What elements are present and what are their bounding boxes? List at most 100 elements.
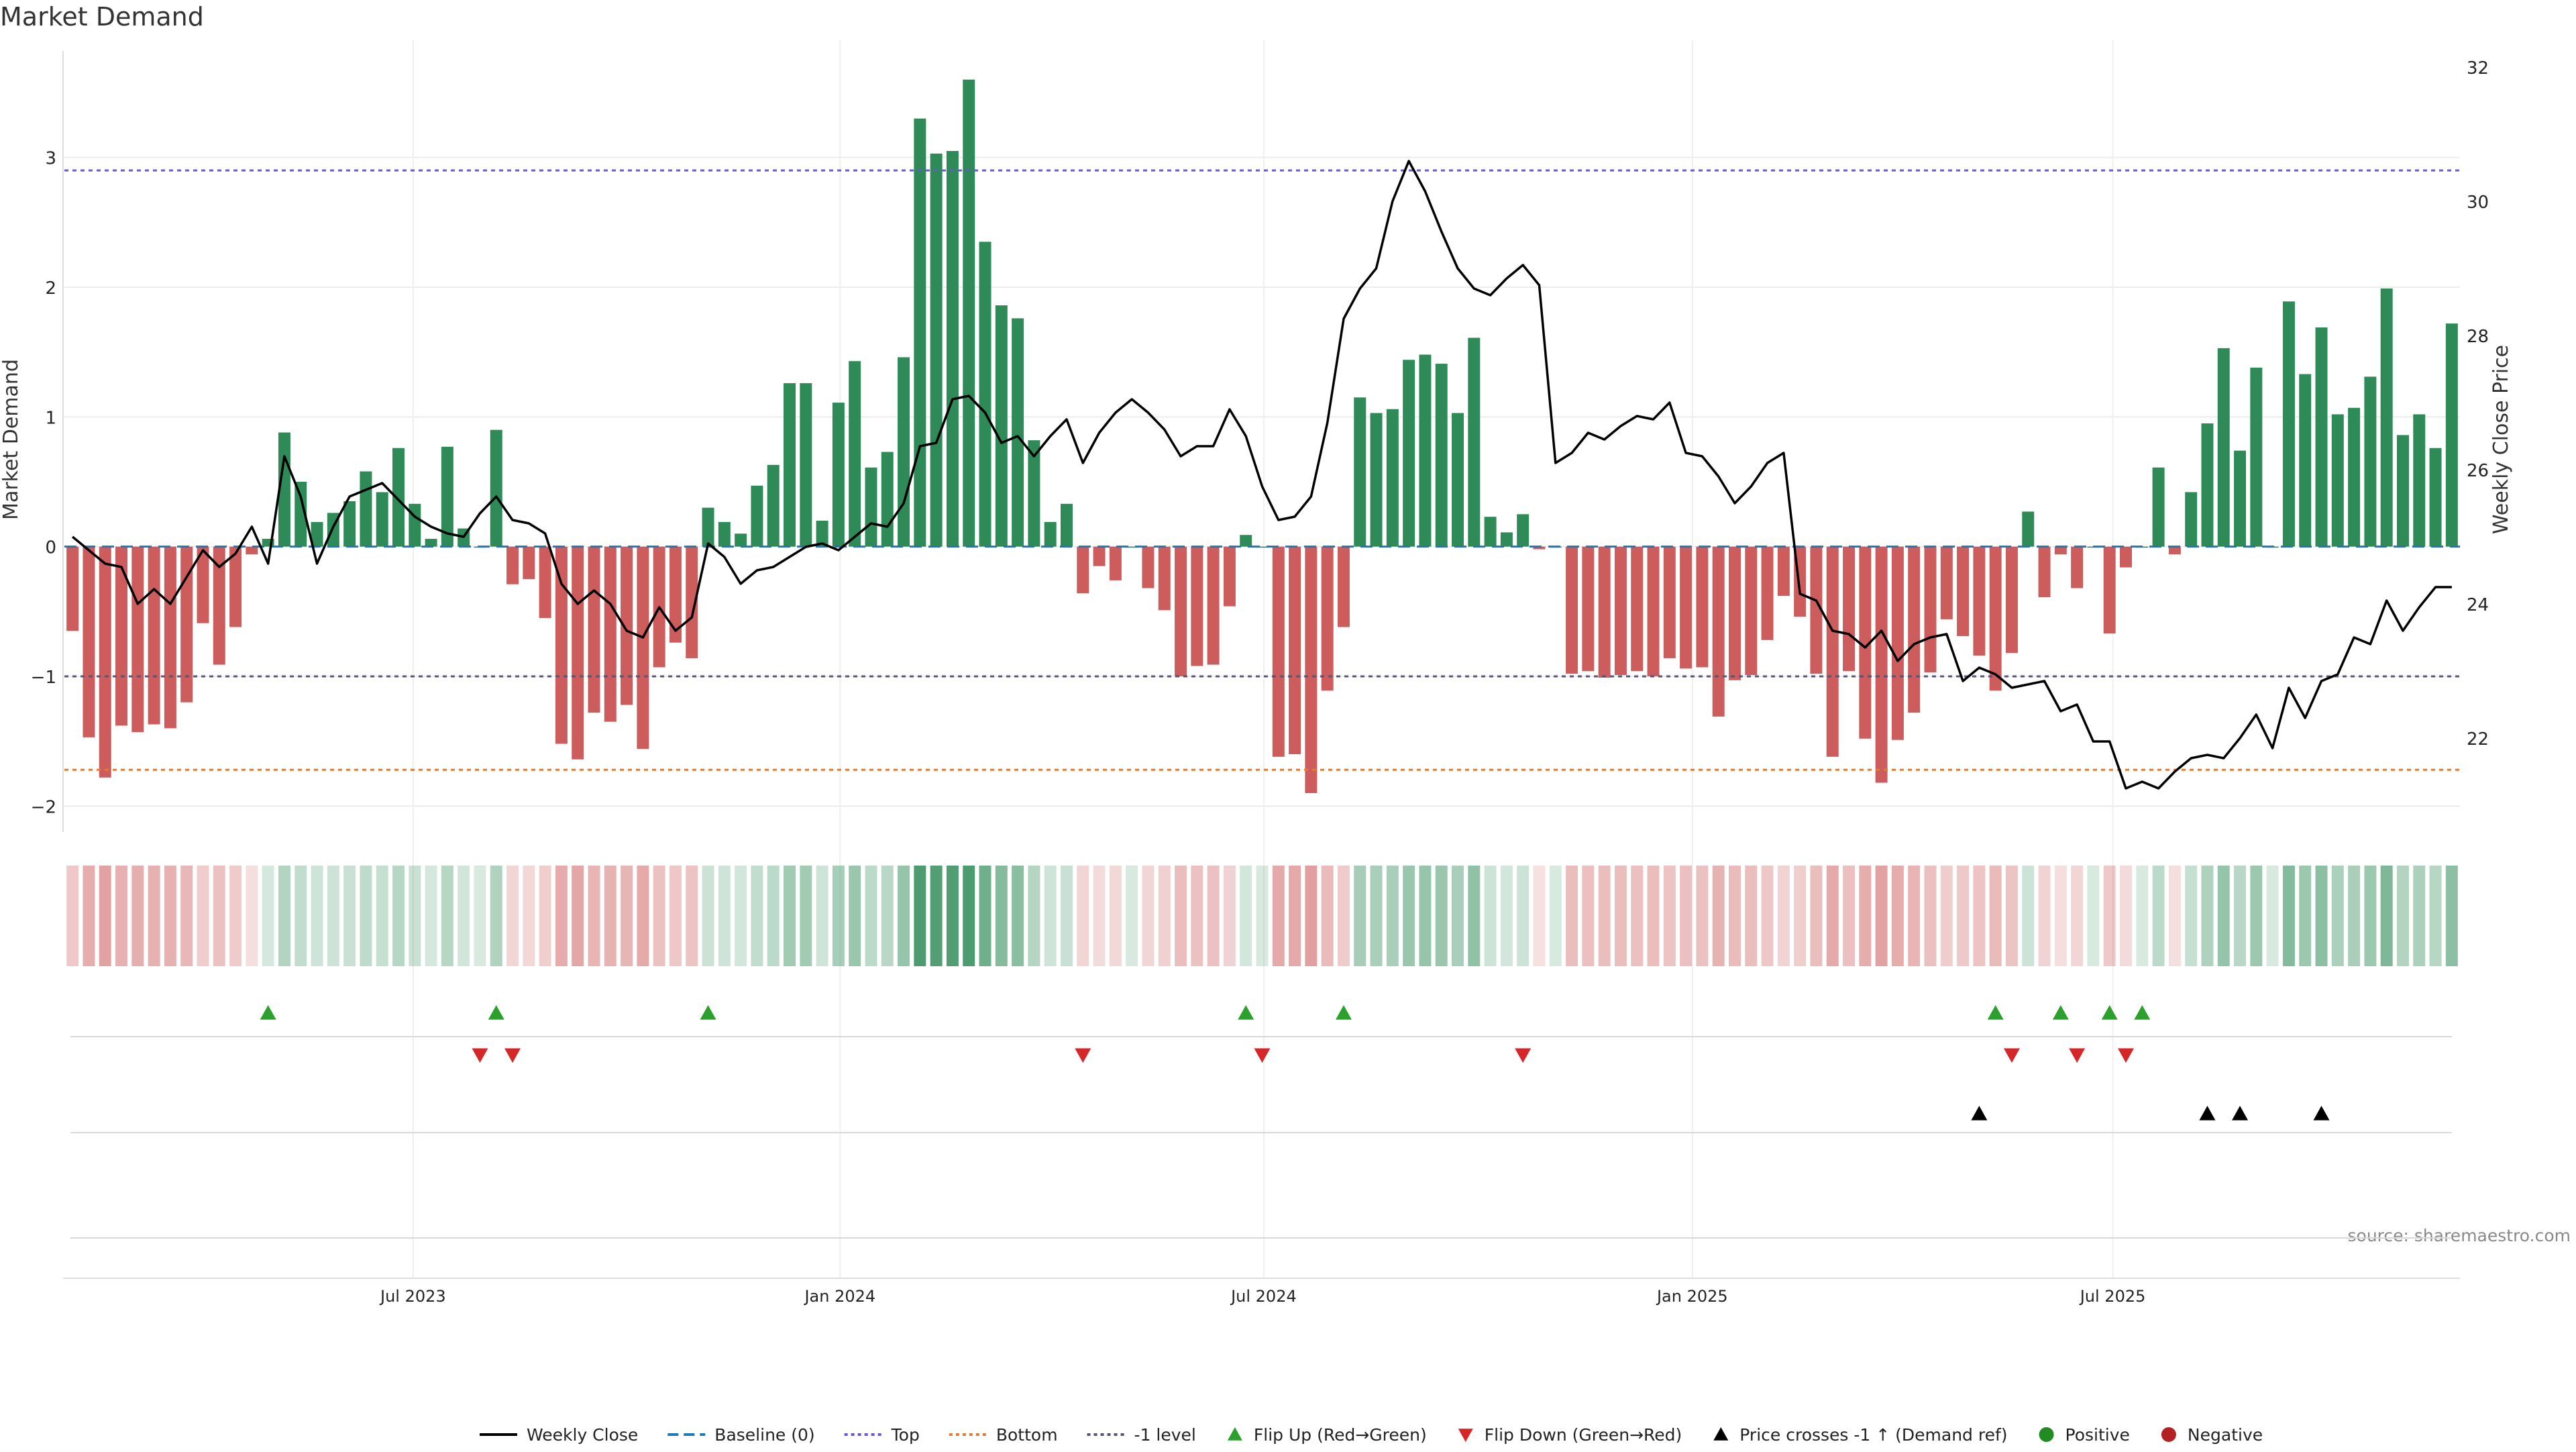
demand-bar bbox=[2282, 301, 2295, 547]
legend-item: Positive bbox=[2039, 1425, 2130, 1445]
flip-up-marker bbox=[1987, 1005, 2004, 1020]
heat-cell bbox=[1908, 866, 1921, 966]
heat-cell bbox=[2103, 866, 2116, 966]
flip-up-marker bbox=[700, 1005, 716, 1020]
heat-cell bbox=[784, 866, 796, 966]
heat-cell bbox=[2152, 866, 2165, 966]
demand-bar bbox=[2005, 546, 2018, 654]
demand-bar bbox=[1989, 546, 2002, 691]
heat-cell bbox=[914, 866, 926, 966]
demand-bar bbox=[1696, 546, 1709, 668]
demand-bar bbox=[1093, 546, 1106, 566]
heat-cell bbox=[490, 866, 502, 966]
event-markers bbox=[70, 1005, 2452, 1239]
heat-cell bbox=[1321, 866, 1334, 966]
flip-up-marker bbox=[488, 1005, 504, 1020]
demand-bar bbox=[1875, 546, 1888, 783]
heat-cell bbox=[1680, 866, 1693, 966]
y-tick-label-right: 22 bbox=[2467, 729, 2489, 749]
demand-bar bbox=[1663, 546, 1676, 658]
demand-bar bbox=[1777, 546, 1790, 597]
demand-bar bbox=[294, 482, 307, 547]
heat-cell bbox=[1614, 866, 1627, 966]
demand-bar bbox=[164, 546, 176, 729]
heat-cell bbox=[653, 866, 665, 966]
heat-cell bbox=[376, 866, 388, 966]
price-cross-marker bbox=[2199, 1106, 2216, 1121]
demand-bar bbox=[229, 546, 242, 627]
heat-cell bbox=[1272, 866, 1285, 966]
legend-swatch bbox=[2161, 1427, 2176, 1442]
demand-bar bbox=[99, 546, 111, 778]
demand-bar bbox=[669, 546, 682, 643]
heat-cell bbox=[1452, 866, 1464, 966]
demand-bar bbox=[930, 153, 943, 547]
legend-item: Negative bbox=[2161, 1425, 2263, 1445]
heat-cell bbox=[946, 866, 959, 966]
flip-up-marker bbox=[1238, 1005, 1254, 1020]
demand-bar bbox=[2071, 546, 2084, 588]
heat-cell bbox=[2136, 866, 2149, 966]
demand-bar bbox=[1256, 546, 1269, 548]
demand-bar bbox=[1435, 364, 1448, 547]
demand-bar bbox=[2038, 546, 2051, 598]
demand-bar bbox=[1680, 546, 1693, 669]
demand-bars bbox=[66, 79, 2458, 793]
heat-cell bbox=[425, 866, 437, 966]
heat-cell bbox=[197, 866, 209, 966]
heat-cell bbox=[735, 866, 747, 966]
weekly-close-line bbox=[71, 160, 2452, 790]
x-tick-label: Jul 2025 bbox=[2079, 1287, 2146, 1306]
heat-cell bbox=[686, 866, 698, 966]
heat-cell bbox=[441, 866, 453, 966]
heat-cell bbox=[1940, 866, 1953, 966]
heat-cell bbox=[1435, 866, 1448, 966]
demand-bar bbox=[1745, 546, 1758, 676]
legend-swatch bbox=[1713, 1427, 1729, 1441]
demand-bar bbox=[1533, 546, 1546, 550]
legend-label: -1 level bbox=[1134, 1425, 1196, 1445]
heat-cell bbox=[718, 866, 731, 966]
heat-cell bbox=[604, 866, 616, 966]
demand-bar bbox=[963, 79, 975, 547]
demand-bar bbox=[979, 242, 991, 547]
heat-cell bbox=[898, 866, 910, 966]
demand-bar bbox=[1028, 440, 1040, 547]
heat-cell bbox=[1077, 866, 1089, 966]
flip-up-marker bbox=[1335, 1005, 1352, 1020]
heat-cell bbox=[2005, 866, 2018, 966]
legend-item: Bottom bbox=[949, 1425, 1058, 1445]
heat-cell bbox=[930, 866, 943, 966]
demand-bar bbox=[1386, 409, 1399, 547]
demand-bar bbox=[1109, 546, 1122, 580]
heat-cell bbox=[1337, 866, 1350, 966]
heat-cell bbox=[800, 866, 812, 966]
heat-cell bbox=[2348, 866, 2361, 966]
heat-cell bbox=[229, 866, 242, 966]
heat-cell bbox=[83, 866, 95, 966]
demand-bar bbox=[1908, 546, 1921, 713]
y-axis-label-right: Weekly Close Price bbox=[2489, 345, 2513, 534]
demand-bar bbox=[83, 546, 95, 737]
heat-cell bbox=[669, 866, 682, 966]
demand-bar bbox=[2429, 448, 2442, 547]
flip-down-marker bbox=[504, 1048, 521, 1063]
heat-cell bbox=[1370, 866, 1383, 966]
heat-cell bbox=[2282, 866, 2295, 966]
demand-bar bbox=[1973, 546, 1986, 656]
heat-cell bbox=[409, 866, 421, 966]
heat-cell bbox=[2217, 866, 2230, 966]
demand-bar bbox=[1158, 546, 1171, 611]
heat-cell bbox=[1223, 866, 1236, 966]
demand-bar bbox=[392, 448, 405, 547]
demand-bar bbox=[2250, 367, 2263, 547]
demand-bar bbox=[865, 467, 877, 547]
demand-bar bbox=[2054, 546, 2067, 555]
heat-cell bbox=[1761, 866, 1774, 966]
heat-cell bbox=[2087, 866, 2100, 966]
demand-bar bbox=[441, 446, 453, 547]
demand-bar bbox=[849, 361, 861, 547]
heat-cell bbox=[1989, 866, 2002, 966]
